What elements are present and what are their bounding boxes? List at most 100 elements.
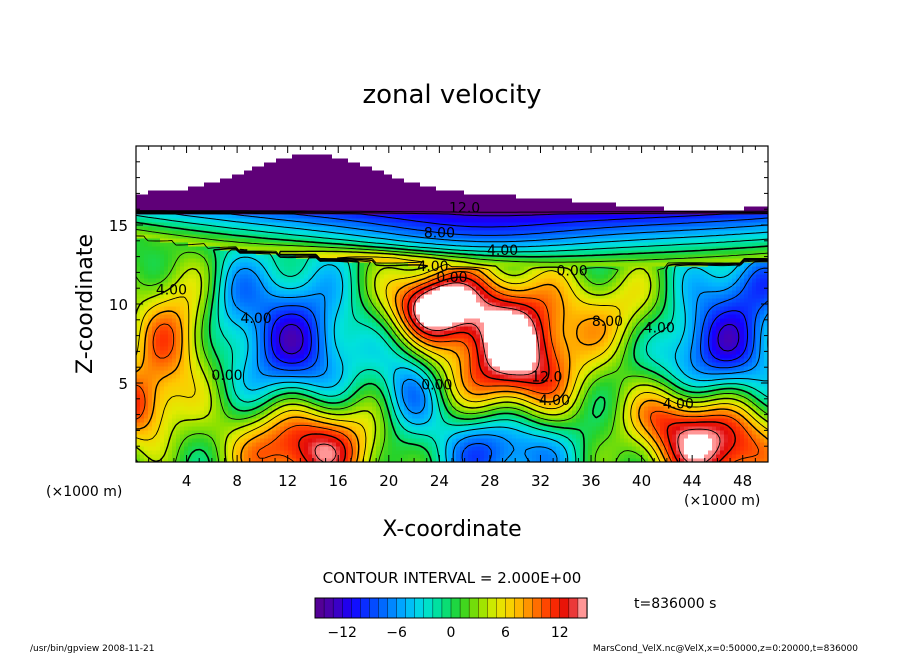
heat-cell (640, 390, 645, 395)
heat-cell (424, 454, 429, 459)
heat-cell (724, 366, 729, 371)
heat-cell (492, 410, 497, 415)
heat-cell (640, 410, 645, 415)
heat-cell (480, 450, 485, 455)
heat-cell (692, 366, 697, 371)
heat-cell (292, 342, 297, 347)
heat-cell (528, 422, 533, 427)
heat-cell (172, 350, 177, 355)
heat-cell (192, 378, 197, 383)
heat-cell (728, 346, 733, 351)
heat-cell (588, 394, 593, 399)
heat-cell (648, 386, 653, 391)
heat-cell (660, 354, 665, 359)
heat-cell (412, 450, 417, 455)
heat-cell (288, 406, 293, 411)
heat-cell (572, 438, 577, 443)
heat-cell (760, 454, 765, 459)
heat-cell (444, 378, 449, 383)
heat-cell (680, 426, 685, 431)
heat-cell (620, 434, 625, 439)
heat-cell (260, 346, 265, 351)
heat-cell (216, 422, 221, 427)
heat-cell (192, 446, 197, 451)
heat-cell (580, 342, 585, 347)
heat-cell (468, 450, 473, 455)
heat-cell (344, 366, 349, 371)
heat-cell (448, 354, 453, 359)
heat-cell (408, 358, 413, 363)
heat-cell (272, 338, 277, 343)
heat-cell (572, 358, 577, 363)
heat-cell (308, 342, 313, 347)
heat-cell (140, 458, 145, 462)
heat-cell (184, 406, 189, 411)
heat-cell (240, 370, 245, 375)
heat-cell (604, 442, 609, 447)
heat-cell (728, 430, 733, 435)
heat-cell (688, 430, 693, 435)
heat-cell (356, 346, 361, 351)
heat-cell (676, 454, 681, 459)
heat-cell (728, 350, 733, 355)
heat-cell (224, 450, 229, 455)
heat-cell (696, 426, 701, 431)
heat-cell (644, 382, 649, 387)
heat-cell (404, 454, 409, 459)
heat-cell (328, 426, 333, 431)
heat-cell (584, 382, 589, 387)
heat-cell (280, 366, 285, 371)
heat-cell (504, 386, 509, 391)
heat-cell (488, 422, 493, 427)
heat-cell (388, 342, 393, 347)
heat-cell (144, 446, 149, 451)
heat-cell (348, 354, 353, 359)
heat-cell (672, 354, 677, 359)
heat-cell (180, 434, 185, 439)
heat-cell (524, 362, 529, 367)
heat-cell (696, 346, 701, 351)
heat-cell (440, 370, 445, 375)
heat-cell (592, 450, 597, 455)
heat-cell (716, 370, 721, 375)
heat-cell (592, 346, 597, 351)
heat-cell (636, 426, 641, 431)
heat-cell (300, 438, 305, 443)
heat-cell (516, 406, 521, 411)
heat-cell (380, 442, 385, 447)
heat-cell (488, 398, 493, 403)
heat-cell (460, 338, 465, 343)
heat-cell (280, 430, 285, 435)
heat-cell (156, 394, 161, 399)
heat-cell (444, 386, 449, 391)
heat-cell (240, 410, 245, 415)
heat-cell (716, 414, 721, 419)
heat-cell (724, 350, 729, 355)
heat-cell (396, 406, 401, 411)
heat-cell (364, 442, 369, 447)
heat-cell (200, 374, 205, 379)
heat-cell (192, 354, 197, 359)
heat-cell (720, 346, 725, 351)
heat-cell (608, 398, 613, 403)
heat-cell (668, 450, 673, 455)
heat-cell (196, 362, 201, 367)
heat-cell (288, 414, 293, 419)
heat-cell (736, 422, 741, 427)
heat-cell (716, 362, 721, 367)
heat-cell (424, 394, 429, 399)
heat-cell (760, 430, 765, 435)
heat-cell (356, 370, 361, 375)
heat-cell (600, 454, 605, 459)
heat-cell (204, 342, 209, 347)
heat-cell (372, 374, 377, 379)
heat-cell (620, 366, 625, 371)
heat-cell (196, 446, 201, 451)
heat-cell (680, 366, 685, 371)
heat-cell (232, 346, 237, 351)
heat-cell (592, 438, 597, 443)
heat-cell (316, 370, 321, 375)
heat-cell (244, 414, 249, 419)
heat-cell (592, 422, 597, 427)
heat-cell (644, 362, 649, 367)
